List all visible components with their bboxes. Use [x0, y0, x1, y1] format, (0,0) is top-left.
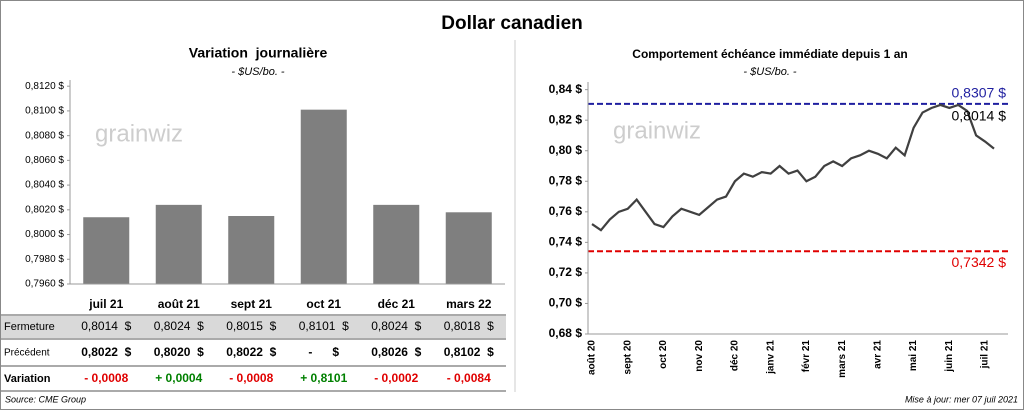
table-cell: - $ — [308, 345, 339, 359]
x-tick-label: nov 20 — [694, 340, 705, 372]
y-tick-label: 0,8000 $ — [25, 229, 64, 240]
x-tick-label: déc 20 — [730, 340, 741, 372]
table-cell: - 0,0008 — [229, 371, 273, 385]
watermark: grainwiz — [613, 117, 701, 144]
y-tick-label: 0,70 $ — [549, 296, 583, 310]
y-tick-label: 0,68 $ — [549, 326, 583, 340]
table-cell: + 0,0004 — [155, 371, 202, 385]
table-cell: 0,8022 $ — [81, 345, 131, 359]
x-tick-label: août 20 — [587, 340, 598, 375]
y-tick-label: 0,8120 $ — [25, 81, 64, 92]
bar — [373, 204, 420, 284]
x-tick-label: sept 20 — [622, 340, 633, 375]
table-cell: 0,8014 $ — [81, 319, 131, 333]
y-tick-label: 0,72 $ — [549, 265, 583, 279]
line-series — [591, 103, 995, 232]
watermark: grainwiz — [95, 120, 183, 147]
table-cell: 0,8024 $ — [154, 319, 204, 333]
x-tick-label: mars 21 — [837, 340, 848, 378]
table-cell: 0,8022 $ — [226, 345, 276, 359]
x-tick-label: déc 21 — [378, 297, 416, 311]
y-tick-label: 0,8040 $ — [25, 180, 64, 191]
x-tick-label: mai 21 — [908, 340, 919, 372]
row-label: Fermeture — [4, 321, 55, 333]
x-tick-label: sept 21 — [231, 297, 273, 311]
table-cell: 0,8101 $ — [299, 319, 349, 333]
table-cell: 0,8018 $ — [444, 319, 494, 333]
table-cell: + 0,8101 — [300, 371, 347, 385]
x-tick-label: juil 21 — [88, 297, 123, 311]
bar — [445, 212, 492, 284]
table-cell: 0,8026 $ — [371, 345, 421, 359]
x-tick-label: avr 21 — [873, 340, 884, 369]
y-tick-label: 0,8080 $ — [25, 130, 64, 141]
table-cell: 0,8020 $ — [154, 345, 204, 359]
y-tick-label: 0,74 $ — [549, 235, 583, 249]
x-tick-label: oct 20 — [658, 340, 669, 369]
x-tick-label: janv 21 — [765, 340, 776, 375]
y-tick-label: 0,8020 $ — [25, 204, 64, 215]
table-cell: - 0,0002 — [374, 371, 418, 385]
reference-label: 0,8307 $ — [952, 85, 1007, 101]
x-tick-label: oct 21 — [306, 297, 341, 311]
chart-title: Variation journalière — [189, 45, 328, 61]
source: Source: CME Group — [5, 394, 86, 404]
y-tick-label: 0,8100 $ — [25, 106, 64, 117]
y-tick-label: 0,78 $ — [549, 173, 583, 187]
page-title: Dollar canadien — [441, 13, 583, 34]
bar — [300, 109, 347, 284]
table-cell: - 0,0084 — [447, 371, 491, 385]
y-tick-label: 0,84 $ — [549, 82, 583, 96]
table-cell: - 0,0008 — [84, 371, 128, 385]
chart-title: Comportement échéance immédiate depuis 1… — [632, 47, 907, 61]
chart-subtitle: - $US/bo. - — [231, 66, 285, 78]
row-shade — [1, 316, 506, 338]
y-tick-label: 0,7960 $ — [25, 279, 64, 290]
x-tick-label: mars 22 — [446, 297, 492, 311]
table-cell: 0,8015 $ — [226, 319, 276, 333]
row-label: Variation — [4, 373, 51, 385]
y-tick-label: 0,82 $ — [549, 112, 583, 126]
chart-subtitle: - $US/bo. - — [743, 66, 797, 78]
bar — [83, 217, 130, 284]
reference-label: 0,7342 $ — [952, 254, 1007, 270]
y-tick-label: 0,76 $ — [549, 204, 583, 218]
row-label: Précédent — [4, 348, 50, 359]
table-cell: 0,8024 $ — [371, 319, 421, 333]
y-tick-label: 0,80 $ — [549, 143, 583, 157]
x-tick-label: juil 21 — [980, 340, 991, 370]
bar — [155, 204, 202, 284]
y-tick-label: 0,7980 $ — [25, 254, 64, 265]
x-tick-label: juin 21 — [944, 340, 955, 373]
updated: Mise à jour: mer 07 juil 2021 — [905, 394, 1018, 404]
bar — [228, 216, 275, 284]
x-tick-label: août 21 — [158, 297, 200, 311]
last-value-label: 0,8014 $ — [952, 107, 1007, 123]
y-tick-label: 0,8060 $ — [25, 155, 64, 166]
x-tick-label: févr 21 — [801, 340, 812, 373]
table-cell: 0,8102 $ — [444, 345, 494, 359]
